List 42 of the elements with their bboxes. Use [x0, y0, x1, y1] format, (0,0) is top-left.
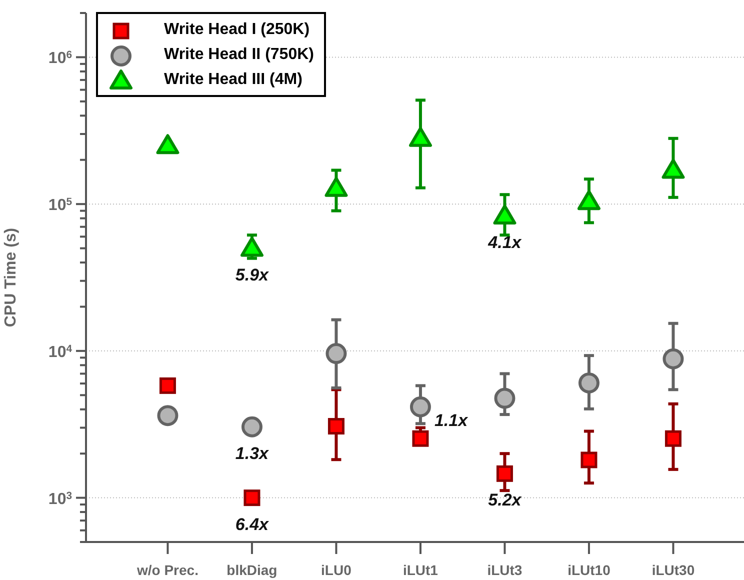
x-tick-label: iLUt30 — [652, 562, 695, 578]
y-axis-title: CPU Time (s) — [2, 228, 20, 328]
point — [408, 126, 432, 147]
point — [577, 190, 600, 210]
legend-label: Write Head I (250K) — [164, 20, 310, 38]
point — [664, 430, 682, 447]
x-tick-label: w/o Prec. — [136, 562, 198, 578]
y-tick-label: 10$^{6}$ — [48, 50, 72, 68]
point — [156, 134, 180, 154]
point — [494, 388, 516, 409]
point — [157, 405, 178, 426]
point — [412, 430, 429, 447]
point — [410, 396, 431, 418]
point — [580, 452, 598, 468]
x-tick-label: iLUt1 — [402, 562, 438, 578]
x-tick-label: iLUt3 — [487, 562, 522, 578]
point — [241, 416, 262, 438]
annotation: 5.2x — [488, 490, 523, 510]
x-tick-label: blkDiag — [226, 562, 278, 578]
annotation: 4.1x — [487, 232, 523, 252]
annotation: 5.9x — [235, 265, 270, 284]
point — [240, 236, 264, 257]
annotation: 1.1x — [434, 410, 470, 430]
point — [328, 418, 344, 434]
point — [244, 490, 260, 506]
legend-label: Write Head III (4M) — [164, 70, 302, 88]
point — [662, 348, 684, 370]
point — [578, 372, 600, 394]
point — [326, 343, 347, 364]
point — [324, 176, 348, 197]
legend-label: Write Head II (750K) — [164, 46, 314, 64]
point — [496, 465, 513, 482]
annotation: 6.4x — [235, 514, 270, 534]
point — [159, 377, 176, 394]
y-tick-label: 10$^{4}$ — [48, 343, 72, 361]
x-tick-label: iLU0 — [321, 562, 352, 578]
x-tick-label: iLUt10 — [568, 562, 611, 578]
annotation: 1.3x — [235, 444, 270, 463]
point — [493, 204, 516, 224]
y-tick-label: 10$^{5}$ — [48, 196, 72, 214]
y-tick-label: 10$^{3}$ — [48, 490, 72, 508]
point — [662, 158, 685, 179]
